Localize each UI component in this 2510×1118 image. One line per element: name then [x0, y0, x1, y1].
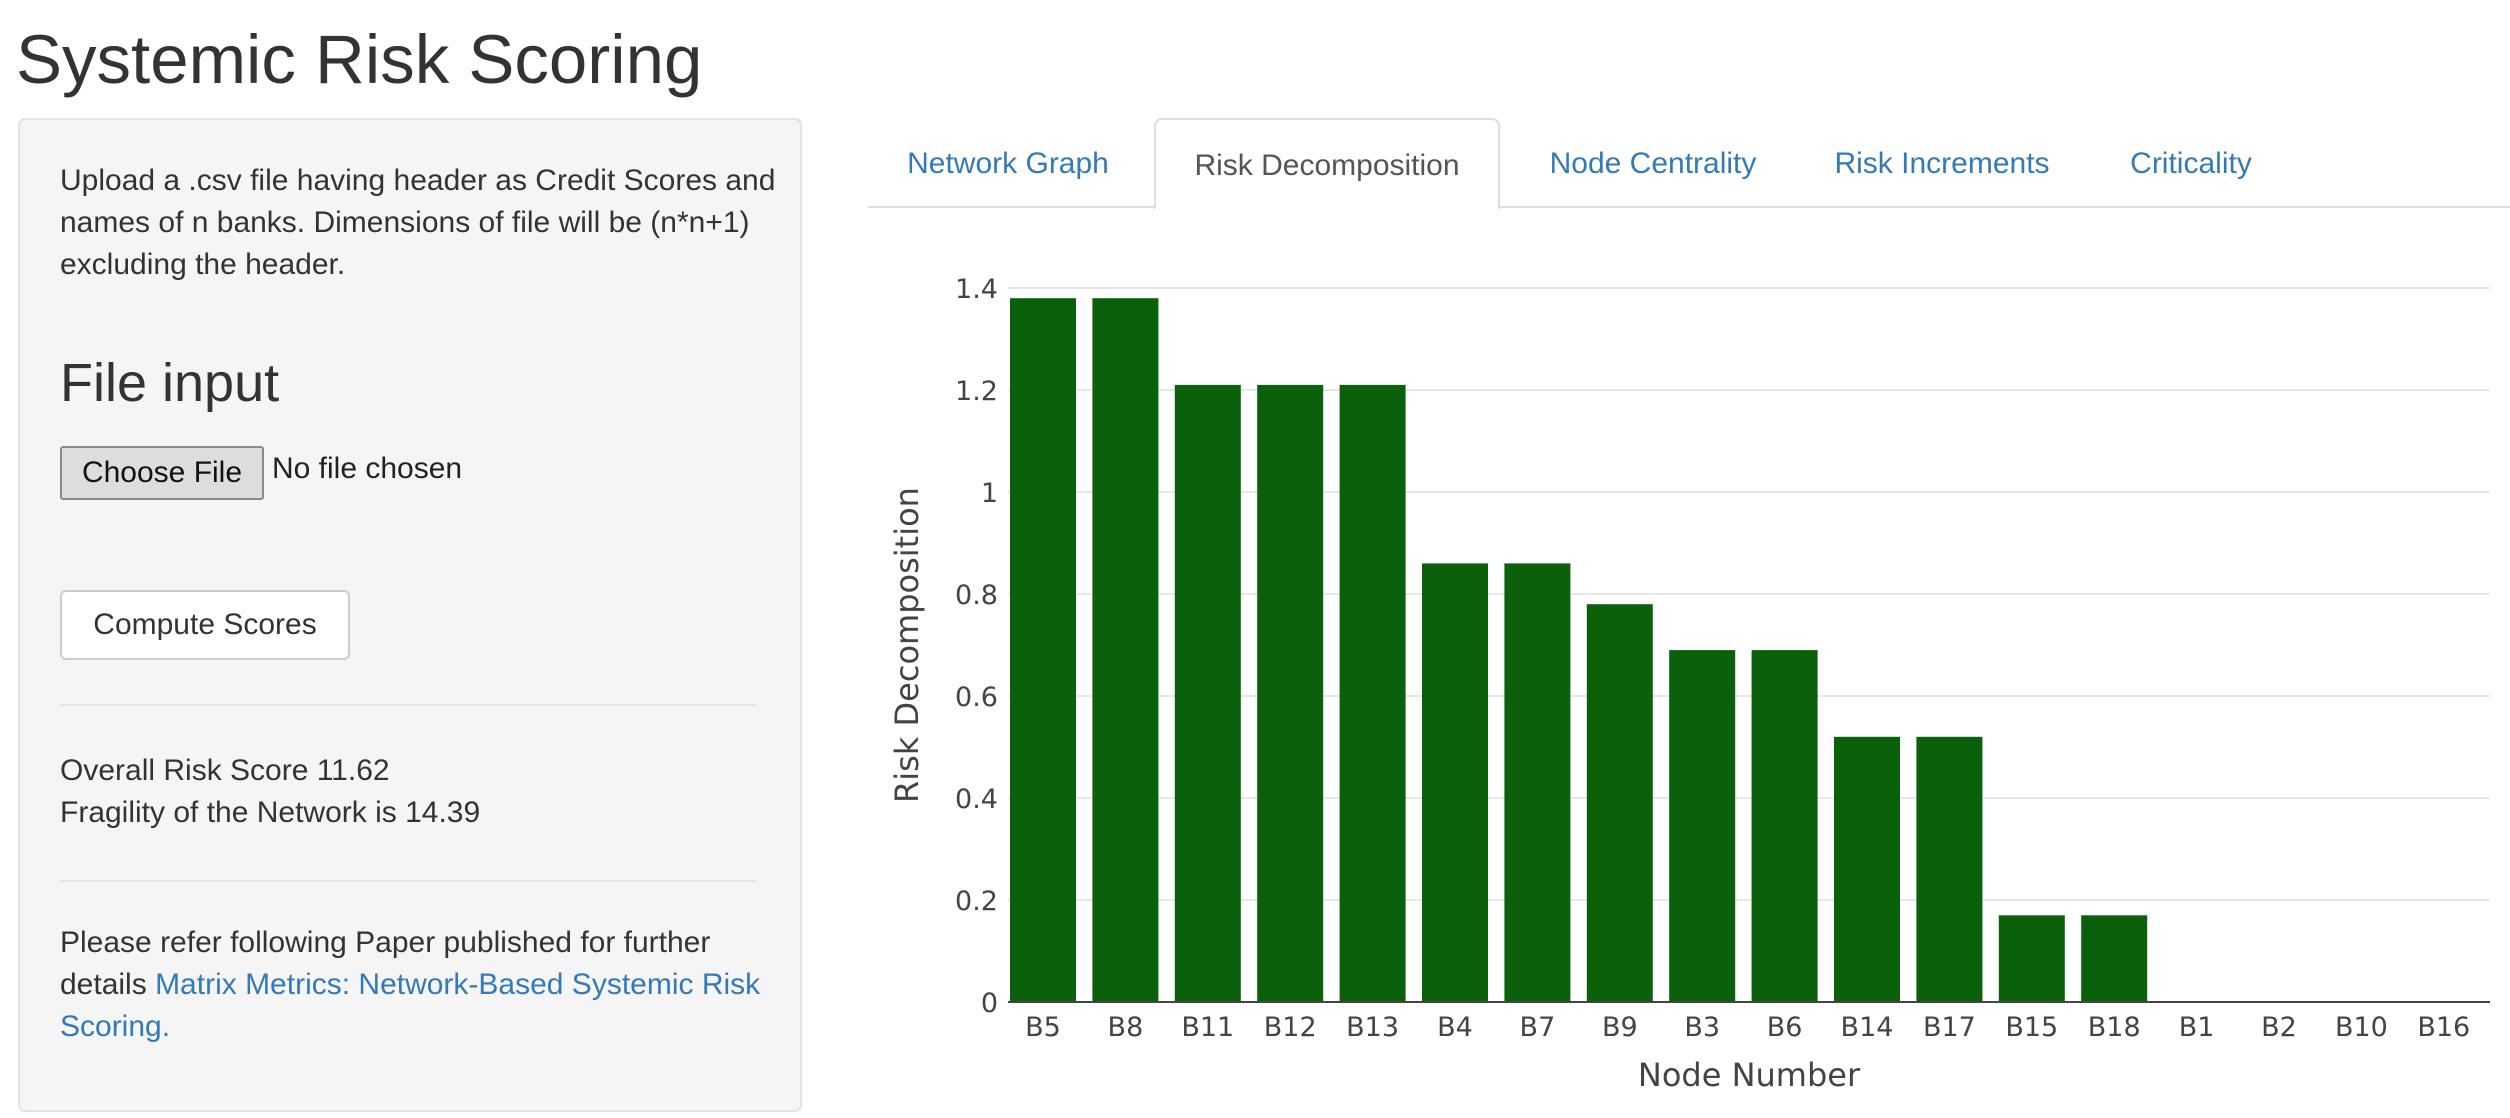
x-tick-label: B17: [1923, 1012, 1976, 1043]
tab-risk-decomposition[interactable]: Risk Decomposition: [1154, 118, 1500, 210]
x-tick-label: B10: [2335, 1012, 2388, 1043]
bar-b3[interactable]: [1669, 650, 1736, 1002]
tab-node-centrality[interactable]: Node Centrality: [1549, 147, 1757, 180]
overall-risk-score: Overall Risk Score 11.62: [60, 754, 390, 787]
bar-b4[interactable]: [1422, 563, 1488, 1002]
bar-b15[interactable]: [1998, 915, 2065, 1002]
x-tick-label: B9: [1602, 1012, 1638, 1043]
x-tick-label: B13: [1346, 1012, 1399, 1043]
x-tick-label: B1: [2179, 1012, 2215, 1043]
choose-file-button[interactable]: Choose File: [60, 446, 264, 500]
divider: [60, 704, 756, 706]
upload-help-text: Upload a .csv file having header as Cred…: [60, 164, 776, 281]
network-fragility: Fragility of the Network is 14.39: [60, 796, 481, 829]
bar-b14[interactable]: [1834, 736, 1900, 1002]
y-tick-label: 0.8: [955, 580, 998, 611]
chart-bars: [1010, 298, 2148, 1002]
y-tick-label: 1: [981, 478, 998, 509]
x-tick-label: B18: [2088, 1012, 2141, 1043]
tab-network-graph[interactable]: Network Graph: [907, 147, 1109, 180]
y-tick-label: 0.6: [955, 682, 998, 713]
bar-b11[interactable]: [1174, 384, 1241, 1002]
file-input-heading: File input: [60, 353, 280, 413]
risk-decomposition-chart: 0 0.2 0.4 0.6 0.8 1 1.2 1.4 B5 B8 B11 B12 B13 B4 B7 B9…: [888, 274, 2490, 1094]
page-title: Systemic Risk Scoring: [16, 21, 703, 98]
bar-b13[interactable]: [1339, 384, 1406, 1002]
y-tick-label: 1.2: [955, 376, 998, 407]
bar-b17[interactable]: [1916, 736, 1983, 1002]
paper-reference: Please refer following Paper published f…: [60, 922, 780, 1048]
x-tick-label: B12: [1264, 1012, 1317, 1043]
chart-x-ticks: B5 B8 B11 B12 B13 B4 B7 B9 B3 B6 B14 B17 B15 B18 B1 B2 B…: [1025, 1012, 2470, 1043]
x-tick-label: B5: [1025, 1012, 1061, 1043]
compute-scores-button[interactable]: Compute Scores: [60, 590, 350, 660]
x-tick-label: B14: [1841, 1012, 1894, 1043]
x-tick-label: B11: [1181, 1012, 1234, 1043]
x-tick-label: B15: [2005, 1012, 2058, 1043]
divider: [60, 880, 756, 882]
bar-b5[interactable]: [1010, 298, 1076, 1002]
paper-intro-text: Please refer following Paper published f…: [60, 926, 711, 1001]
bar-b7[interactable]: [1504, 563, 1571, 1002]
bar-b9[interactable]: [1586, 604, 1653, 1002]
tab-risk-increments[interactable]: Risk Increments: [1834, 147, 2050, 180]
x-tick-label: B7: [1520, 1012, 1556, 1043]
y-tick-label: 1.4: [955, 274, 998, 305]
x-tick-label: B16: [2417, 1012, 2470, 1043]
bar-b6[interactable]: [1751, 650, 1818, 1002]
sidebar-panel: Upload a .csv file having header as Cred…: [18, 118, 802, 1112]
bar-b18[interactable]: [2081, 915, 2148, 1002]
x-tick-label: B3: [1684, 1012, 1720, 1043]
y-tick-label: 0: [981, 988, 998, 1019]
chart-y-axis-label: Risk Decomposition: [888, 487, 926, 803]
tab-criticality[interactable]: Criticality: [2130, 147, 2252, 180]
bar-b8[interactable]: [1092, 298, 1159, 1002]
y-tick-label: 0.2: [955, 886, 998, 917]
x-tick-label: B4: [1437, 1012, 1473, 1043]
chart-grid: [1008, 287, 2490, 901]
x-tick-label: B2: [2261, 1012, 2297, 1043]
x-tick-label: B6: [1767, 1012, 1803, 1043]
chart-y-ticks: 0 0.2 0.4 0.6 0.8 1 1.2 1.4: [955, 274, 998, 1019]
bar-b12[interactable]: [1257, 384, 1324, 1002]
file-status-text: No file chosen: [272, 452, 463, 485]
tab-bar: Network Graph Risk Decomposition Node Ce…: [868, 118, 2510, 210]
x-tick-label: B8: [1108, 1012, 1144, 1043]
chart-x-axis-label: Node Number: [1638, 1056, 1861, 1094]
y-tick-label: 0.4: [955, 784, 998, 815]
paper-link[interactable]: Matrix Metrics: Network-Based Systemic R…: [60, 968, 761, 1043]
